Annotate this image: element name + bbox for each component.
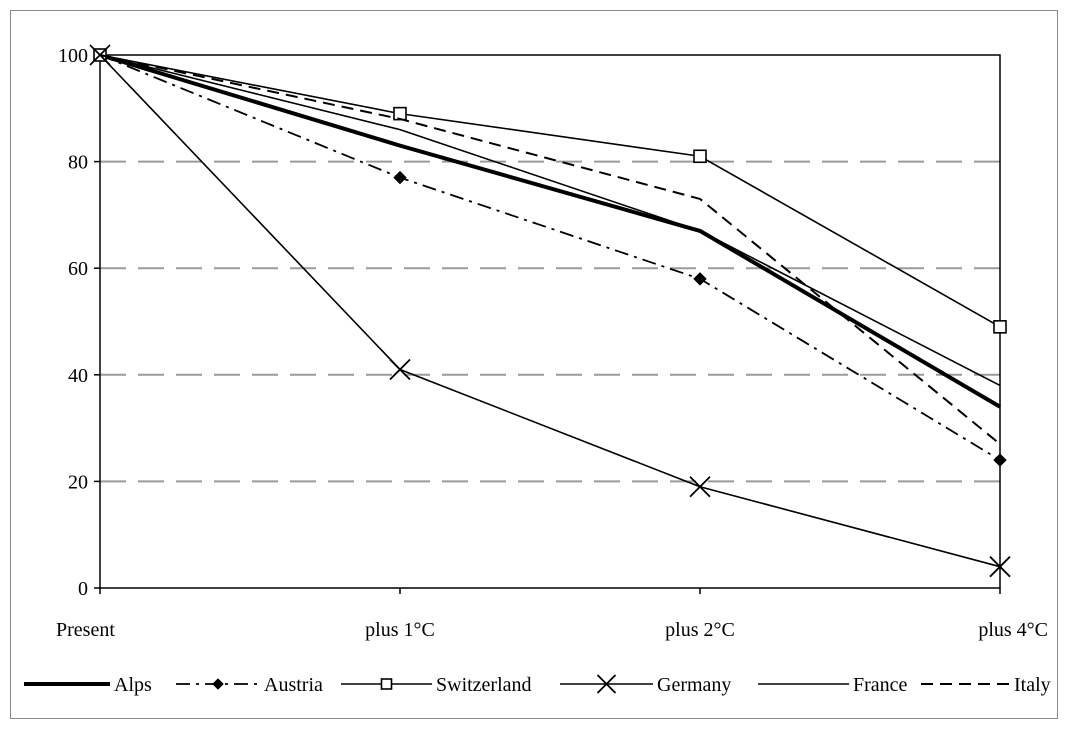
y-tick-label: 60 [68,258,88,280]
legend-label: Alps [114,674,152,696]
legend-item-switzerland: Switzerland [341,674,532,696]
data-point [689,476,711,498]
series-line [99,54,1001,461]
series-italy [99,54,1001,445]
data-point [693,149,707,164]
data-point [596,674,617,694]
x-tick-label: Present [56,619,115,641]
chart-frame [10,10,1058,719]
y-tick-label: 40 [68,365,88,387]
legend-label: Austria [264,674,323,696]
data-point [993,453,1007,467]
y-tick-label: 80 [68,152,88,174]
grid-lines [100,160,1000,483]
legend-item-alps: Alps [24,674,152,696]
data-point [693,272,707,286]
legend-label: Italy [1014,674,1051,696]
x-tick-label: plus 2°C [665,619,735,641]
series-line [99,54,1001,445]
y-tick-label: 0 [78,578,88,600]
series-switzerland [93,48,1007,334]
legend-label: Germany [657,674,731,696]
series-line [99,54,1001,328]
series-line [99,53,1002,409]
y-tick-label: 100 [58,45,88,67]
series-line [99,54,1001,387]
legend-item-italy: Italy [921,674,1051,696]
x-tick-label: plus 4°C [978,619,1048,641]
data-point [393,106,407,121]
series-group [89,44,1011,578]
series-alps [99,53,1002,409]
data-point [389,358,411,381]
legend-item-germany: Germany [560,674,731,696]
legend-item-austria: Austria [176,674,323,696]
x-axis: Present plus 1°C plus 2°C plus 4°C [56,588,1048,641]
data-point [393,170,407,185]
legend: Alps Austria Switzerland Germany France Italy [24,674,1051,696]
y-axis: 0 20 40 60 80 100 [58,45,100,600]
series-austria [93,48,1007,467]
y-tick-label: 20 [68,471,88,493]
data-point [212,678,224,690]
legend-item-france: France [758,674,908,696]
series-germany [89,44,1011,578]
x-tick-label: plus 1°C [365,619,435,641]
data-point [989,556,1011,578]
legend-label: Switzerland [436,674,532,696]
legend-label: France [853,674,908,696]
data-point [993,320,1007,334]
series-line [99,54,1001,568]
series-france [99,54,1001,387]
data-point [380,678,393,690]
